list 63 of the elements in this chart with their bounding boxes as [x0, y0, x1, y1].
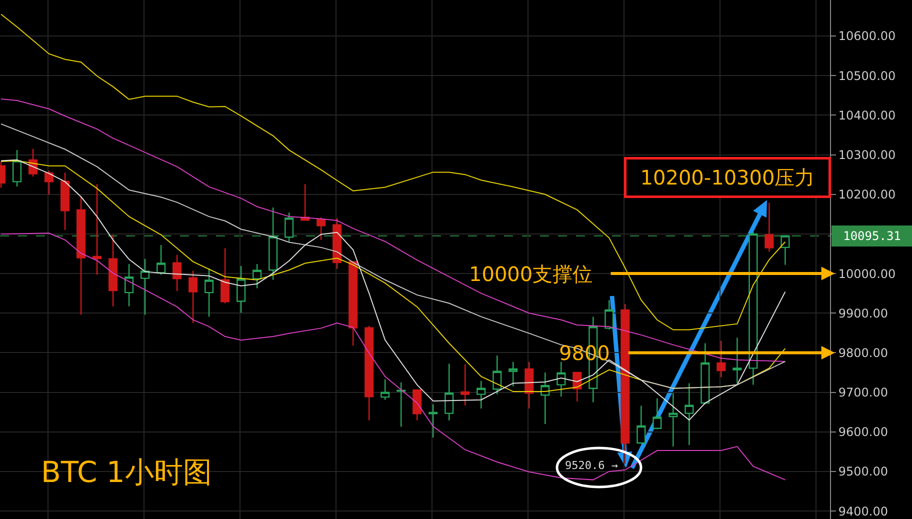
- candlestick: [332, 218, 342, 270]
- candlestick: [668, 392, 678, 448]
- y-tick-label: 10000.00: [838, 266, 896, 281]
- candlestick: [92, 183, 102, 276]
- candlestick: [124, 263, 134, 308]
- candlestick: [300, 183, 310, 222]
- y-tick-label: 9400.00: [838, 504, 888, 518]
- candlestick: [220, 248, 230, 304]
- y-tick-label: 10600.00: [838, 29, 896, 44]
- annotation: 9520.6 →: [565, 459, 618, 472]
- candlestick: [492, 354, 502, 395]
- candlestick: [44, 170, 54, 196]
- candlestick: [284, 212, 294, 242]
- y-tick-label: 9600.00: [838, 425, 888, 440]
- candlestick: [684, 382, 694, 446]
- candlestick: [188, 270, 198, 324]
- candlestick: [380, 378, 390, 400]
- candlestick: [12, 149, 22, 188]
- candlestick: [604, 299, 614, 330]
- candlestick: [172, 254, 182, 292]
- candlestick: [316, 216, 326, 240]
- text: BTC 1小时图: [41, 455, 212, 490]
- candlestick: [620, 303, 630, 464]
- y-tick-label: 9700.00: [838, 386, 888, 400]
- ref-line-label: 10095.31: [843, 229, 901, 243]
- candlestick: [364, 325, 374, 422]
- candlestick: [460, 364, 470, 406]
- candlestick: [348, 261, 358, 346]
- candlestick: [748, 231, 758, 386]
- candlestick: [732, 337, 742, 384]
- candlestick: [156, 244, 166, 276]
- candlestick: [508, 361, 518, 387]
- candlestick: [636, 405, 646, 444]
- candlestick: [140, 258, 150, 316]
- candlestick: [204, 268, 214, 318]
- candlestick: [716, 340, 726, 378]
- candlestick: [236, 265, 246, 314]
- candlestick: [540, 372, 550, 425]
- candlestick: [396, 382, 406, 428]
- candlestick: [556, 361, 566, 398]
- candlestick: [428, 404, 438, 438]
- candlestick: [700, 342, 710, 404]
- candlestick: [412, 389, 422, 422]
- ref-line-label: 10000支撑位: [469, 262, 593, 286]
- y-tick-label: 10400.00: [838, 108, 896, 122]
- annotation: 10200-10300压力: [640, 166, 815, 190]
- candlestick: [252, 263, 262, 289]
- candlestick: [476, 380, 486, 410]
- candlestick: [108, 234, 118, 308]
- candlestick: [444, 363, 454, 422]
- candlestick: [76, 196, 86, 316]
- candlestick: [780, 234, 790, 266]
- y-tick-label: 10300.00: [838, 148, 896, 162]
- candlestick: [60, 172, 70, 231]
- y-tick-label: 9800.00: [838, 346, 888, 360]
- y-tick-label: 10500.00: [838, 68, 896, 83]
- y-tick-label: 9500.00: [838, 464, 888, 479]
- candlestick: [652, 398, 662, 430]
- candlestick: [524, 361, 534, 410]
- y-tick-label: 10200.00: [838, 188, 896, 202]
- candlestick: [268, 206, 278, 280]
- y-tick-label: 9900.00: [838, 306, 888, 320]
- candlestick: [764, 202, 774, 252]
